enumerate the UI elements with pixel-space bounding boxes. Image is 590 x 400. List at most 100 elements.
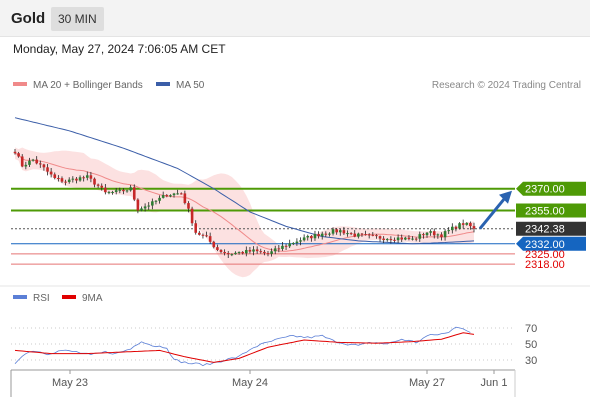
legend-ma20-label: MA 20 + Bollinger Bands — [33, 80, 143, 91]
x-tick-label: May 27 — [409, 377, 445, 389]
candle-body — [165, 195, 169, 197]
candle-body — [31, 159, 35, 161]
candle-body — [378, 236, 382, 239]
candle-body — [122, 189, 125, 192]
symbol-title: Gold — [11, 10, 46, 27]
legend-rsi-swatch — [13, 295, 27, 300]
candle-body — [259, 251, 263, 253]
legend-9ma: 9MA — [62, 293, 103, 304]
legend-ma50-label: MA 50 — [176, 80, 205, 91]
legend-ma20: MA 20 + Bollinger Bands — [13, 80, 143, 91]
candle-body — [396, 237, 400, 241]
legend-rsi: RSI — [13, 293, 50, 304]
candle-body — [208, 236, 212, 242]
candle-body — [230, 254, 234, 256]
candle-body — [357, 233, 360, 237]
candle-body — [53, 174, 57, 178]
candle-body — [418, 234, 422, 239]
candle-body — [389, 239, 393, 241]
candle-body — [375, 235, 378, 237]
candle-body — [317, 234, 320, 237]
candle-body — [129, 187, 132, 191]
candle-body — [176, 193, 179, 195]
candle-body — [338, 230, 342, 233]
candle-body — [414, 238, 418, 240]
candle-body — [306, 235, 310, 238]
candle-body — [335, 229, 338, 233]
candle-body — [299, 240, 302, 242]
legend-ma50: MA 50 — [156, 80, 204, 91]
forecast-arrow-shaft — [478, 195, 508, 230]
candle-body — [111, 192, 114, 194]
candle-body — [46, 167, 49, 172]
level-label-2318.00: 2318.00 — [525, 259, 565, 271]
candle-body — [179, 193, 183, 195]
candle-body — [187, 203, 190, 209]
candle-body — [143, 206, 147, 209]
candle-body — [360, 233, 364, 235]
candle-body — [198, 232, 201, 235]
candle-body — [78, 177, 82, 181]
candle-body — [75, 178, 78, 181]
candle-body — [24, 164, 28, 167]
top-bar: Gold 30 MIN — [0, 0, 590, 37]
candle-body — [136, 199, 140, 211]
candle-body — [118, 189, 122, 191]
candle-body — [407, 237, 411, 240]
candle-body — [96, 184, 100, 186]
candle-body — [82, 177, 85, 179]
legend-rsi-label: RSI — [33, 293, 50, 304]
candle-body — [158, 197, 161, 201]
candle-body — [465, 222, 469, 225]
candle-body — [28, 160, 31, 165]
x-tick-label: Jun 1 — [481, 377, 508, 389]
candle-body — [277, 248, 281, 250]
candle-body — [64, 181, 67, 183]
candle-body — [447, 230, 451, 232]
rsi-tick-30: 30 — [525, 355, 537, 367]
candle-body — [411, 238, 414, 240]
candle-body — [216, 247, 219, 250]
candle-body — [71, 178, 75, 180]
candle-body — [382, 238, 385, 241]
level-label-2342.38: 2342.38 — [525, 224, 565, 236]
candle-body — [295, 241, 299, 243]
candle-body — [436, 234, 440, 236]
timeframe-button[interactable]: 30 MIN — [51, 7, 104, 31]
candle-body — [223, 251, 226, 254]
level-tag-2332.00 — [516, 236, 586, 251]
candle-body — [443, 231, 447, 238]
candle-body — [364, 234, 367, 236]
candle-body — [328, 233, 331, 235]
rsi-tick-50: 50 — [525, 339, 537, 351]
candle-body — [205, 235, 208, 237]
candle-body — [241, 251, 244, 254]
candle-body — [151, 201, 154, 206]
candle-body — [270, 251, 273, 254]
candle-body — [266, 253, 270, 255]
candle-body — [57, 177, 60, 179]
candle-body — [183, 193, 187, 204]
candle-body — [346, 233, 349, 235]
level-tag-2342.38 — [516, 221, 586, 236]
ma20-line — [14, 152, 475, 252]
candle-body — [67, 179, 71, 183]
candle-body — [100, 185, 104, 188]
candle-body — [404, 237, 407, 240]
level-tag-2355.00 — [516, 203, 586, 218]
ma50-line — [14, 117, 475, 245]
candle-body — [107, 192, 111, 194]
candle-body — [140, 208, 143, 211]
level-label-2332.00: 2332.00 — [525, 239, 565, 251]
candle-body — [291, 242, 295, 244]
candle-body — [454, 226, 458, 229]
candle-body — [147, 205, 151, 207]
candle-body — [385, 239, 389, 241]
candle-body — [35, 159, 38, 164]
candle-body — [263, 251, 266, 254]
candle-body — [125, 190, 129, 192]
candle-body — [89, 175, 93, 179]
candle-body — [190, 208, 194, 224]
candle-body — [252, 249, 255, 252]
